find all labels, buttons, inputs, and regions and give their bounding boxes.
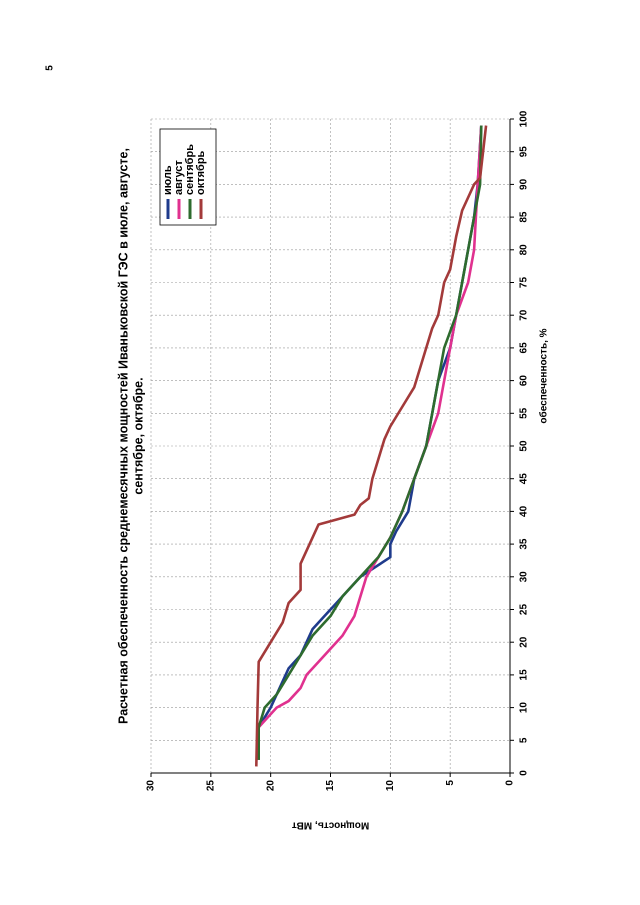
y-tick-label: 30	[146, 780, 157, 792]
x-tick-label: 85	[519, 211, 530, 223]
x-tick-label: 20	[519, 636, 530, 648]
x-tick-label: 5	[519, 737, 530, 743]
line-series	[257, 125, 483, 760]
legend-label: июль	[162, 165, 174, 195]
x-axis-label: обеспеченность, %	[538, 328, 550, 423]
legend-label: август	[173, 160, 185, 195]
legend-label: сентябрь	[184, 144, 196, 195]
y-tick-label: 25	[205, 780, 216, 792]
x-tick-label: 35	[519, 538, 530, 550]
line-series	[255, 125, 488, 767]
chart-title: сентябре, октябре.	[131, 377, 145, 494]
x-tick-label: 15	[519, 669, 530, 681]
x-tick-label: 50	[519, 440, 530, 452]
x-tick-label: 45	[519, 473, 530, 485]
x-tick-label: 10	[519, 702, 530, 714]
x-tick-label: 25	[519, 604, 530, 616]
y-tick-label: 20	[265, 780, 276, 792]
x-tick-label: 80	[519, 244, 530, 256]
x-tick-label: 65	[519, 342, 530, 354]
x-tick-label: 100	[519, 110, 530, 127]
y-tick-label: 10	[385, 780, 396, 792]
x-tick-label: 90	[519, 178, 530, 190]
page-number: 5	[45, 65, 56, 71]
x-tick-label: 30	[519, 571, 530, 583]
x-tick-label: 40	[519, 505, 530, 517]
legend-label: октябрь	[195, 150, 207, 195]
y-tick-label: 15	[325, 780, 336, 792]
x-tick-label: 70	[519, 309, 530, 321]
y-axis-label: Мощность, МВт	[292, 819, 369, 830]
x-tick-label: 0	[519, 770, 530, 776]
chart-title: Расчетная обеспеченность среднемесячных …	[116, 148, 130, 724]
x-tick-label: 95	[519, 146, 530, 158]
x-tick-label: 55	[519, 407, 530, 419]
chart: 0510152025303540455055606570758085909510…	[116, 110, 549, 830]
y-tick-label: 5	[445, 780, 456, 786]
x-tick-label: 75	[519, 277, 530, 289]
x-tick-label: 60	[519, 375, 530, 387]
y-tick-label: 0	[505, 780, 516, 786]
